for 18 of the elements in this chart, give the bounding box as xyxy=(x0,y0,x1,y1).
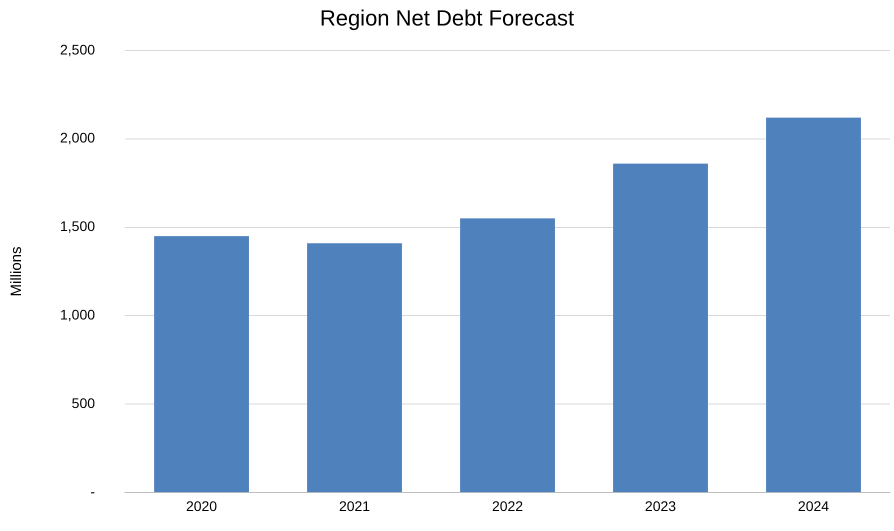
y-tick-label: 2,500 xyxy=(60,41,96,58)
bar xyxy=(154,236,249,492)
y-axis-title: Millions xyxy=(8,246,26,297)
bar xyxy=(613,164,708,492)
chart-title: Region Net Debt Forecast xyxy=(320,5,574,30)
x-tick-label: 2020 xyxy=(186,498,218,514)
bar xyxy=(460,218,555,492)
x-tick-label: 2022 xyxy=(492,498,524,514)
y-tick-label: 1,000 xyxy=(60,306,96,323)
y-tick-label: - xyxy=(90,483,96,500)
x-tick-label: 2024 xyxy=(798,498,830,514)
y-tick-label: 500 xyxy=(72,395,96,412)
y-tick-label: 1,500 xyxy=(60,218,96,234)
bar xyxy=(766,118,861,492)
x-tick-label: 2021 xyxy=(338,498,370,514)
x-tick-label: 2023 xyxy=(644,498,676,514)
bar xyxy=(307,243,402,492)
y-tick-label: 2,000 xyxy=(60,130,96,146)
